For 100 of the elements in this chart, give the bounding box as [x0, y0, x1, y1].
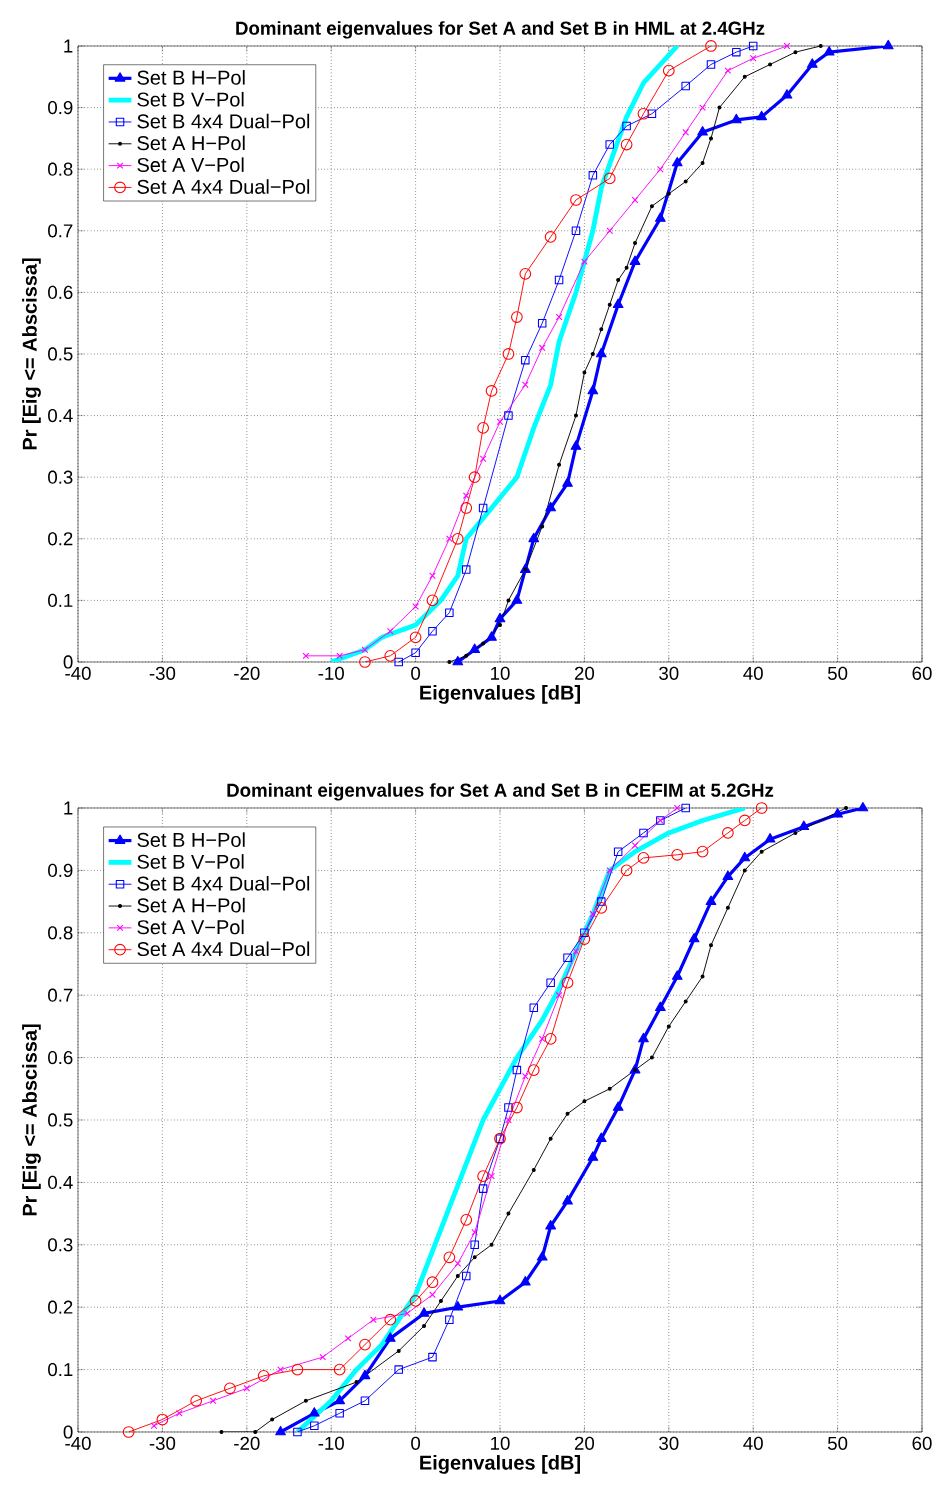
- x-tick-label: -10: [318, 1436, 344, 1450]
- point: [310, 1421, 319, 1431]
- point: [844, 805, 849, 810]
- point: [622, 121, 631, 131]
- point: [122, 1426, 135, 1438]
- point: [599, 327, 604, 332]
- y-tick-label: 0.3: [48, 470, 73, 484]
- point: [587, 1151, 599, 1161]
- y-tick-label: 0.5: [48, 347, 73, 361]
- point: [275, 1425, 286, 1436]
- point: [344, 1335, 352, 1342]
- point: [554, 275, 564, 285]
- point: [468, 471, 481, 484]
- point: [572, 948, 580, 955]
- y-tick-label: 0.7: [48, 988, 73, 1002]
- point: [683, 179, 688, 184]
- point: [156, 1413, 169, 1426]
- point: [511, 1101, 523, 1114]
- point: [462, 492, 470, 500]
- point: [359, 1338, 371, 1351]
- point: [359, 656, 371, 668]
- point: [429, 1291, 436, 1299]
- point: [477, 1170, 489, 1183]
- point: [396, 1348, 401, 1353]
- point: [384, 1332, 396, 1342]
- y-tick-label: 0.2: [48, 1300, 73, 1314]
- point: [656, 165, 664, 173]
- y-tick-label: 1: [64, 801, 73, 815]
- point: [428, 1352, 437, 1362]
- point: [759, 849, 764, 854]
- x-tick-label: -10: [318, 666, 344, 680]
- point: [662, 64, 675, 77]
- point: [595, 347, 607, 358]
- point: [557, 462, 562, 467]
- point: [607, 302, 612, 307]
- point: [447, 659, 452, 664]
- point: [303, 1398, 308, 1403]
- point: [620, 864, 633, 877]
- point: [521, 355, 530, 365]
- point: [565, 1111, 570, 1116]
- legend-label: Set A H−Pol: [137, 897, 245, 913]
- point: [384, 649, 397, 662]
- point: [497, 623, 503, 628]
- point: [620, 138, 633, 151]
- point: [673, 804, 681, 812]
- y-axis-title: Pr [Eig <= Abscissa]: [22, 258, 41, 450]
- legend-label: Set A 4x4 Dual−Pol: [137, 179, 310, 194]
- point: [291, 1363, 304, 1376]
- legend-label: Set A 4x4 Dual−Pol: [137, 941, 310, 957]
- legend-label: Set A V−Pol: [137, 157, 244, 173]
- point: [219, 1429, 224, 1435]
- y-axis-title: Pr [Eig <= Abscissa]: [22, 1024, 41, 1216]
- y-tick-label: 0.3: [48, 1238, 73, 1252]
- point: [722, 870, 734, 880]
- point: [334, 1394, 346, 1405]
- point: [597, 897, 606, 906]
- point: [706, 60, 716, 69]
- point: [633, 241, 638, 246]
- point: [606, 867, 614, 874]
- point: [485, 385, 498, 397]
- point: [832, 808, 843, 818]
- y-tick-label: 0.8: [48, 926, 73, 940]
- point: [454, 1260, 462, 1267]
- point: [445, 1315, 454, 1324]
- point: [470, 1240, 479, 1250]
- y-tick-label: 0.8: [48, 162, 73, 176]
- point: [724, 67, 732, 74]
- point: [671, 156, 683, 167]
- point: [708, 136, 714, 141]
- point: [700, 161, 705, 166]
- x-tick-label: 20: [574, 666, 595, 680]
- point: [489, 1242, 494, 1247]
- point: [528, 532, 540, 543]
- point: [590, 351, 595, 356]
- point: [725, 905, 730, 910]
- point: [451, 532, 464, 545]
- point: [386, 627, 394, 635]
- point: [455, 1273, 460, 1278]
- point: [426, 594, 439, 607]
- point: [582, 1099, 587, 1104]
- point: [540, 524, 545, 529]
- legend-label: Set B 4x4 Dual−Pol: [137, 875, 310, 891]
- point: [818, 43, 823, 48]
- point: [506, 598, 511, 603]
- y-tick-label: 0.1: [48, 1362, 73, 1377]
- point: [511, 594, 523, 604]
- point: [764, 833, 776, 843]
- point: [505, 1116, 512, 1124]
- point: [639, 828, 648, 838]
- point: [512, 1065, 522, 1075]
- point: [478, 1184, 488, 1193]
- point: [631, 842, 639, 849]
- x-tick-label: 10: [491, 1436, 510, 1450]
- point: [479, 455, 487, 463]
- y-tick-label: 0.7: [48, 224, 73, 238]
- point: [224, 1382, 236, 1395]
- point: [319, 1353, 327, 1361]
- point: [511, 311, 523, 323]
- x-tick-label: -20: [234, 1436, 260, 1450]
- point: [460, 1213, 473, 1226]
